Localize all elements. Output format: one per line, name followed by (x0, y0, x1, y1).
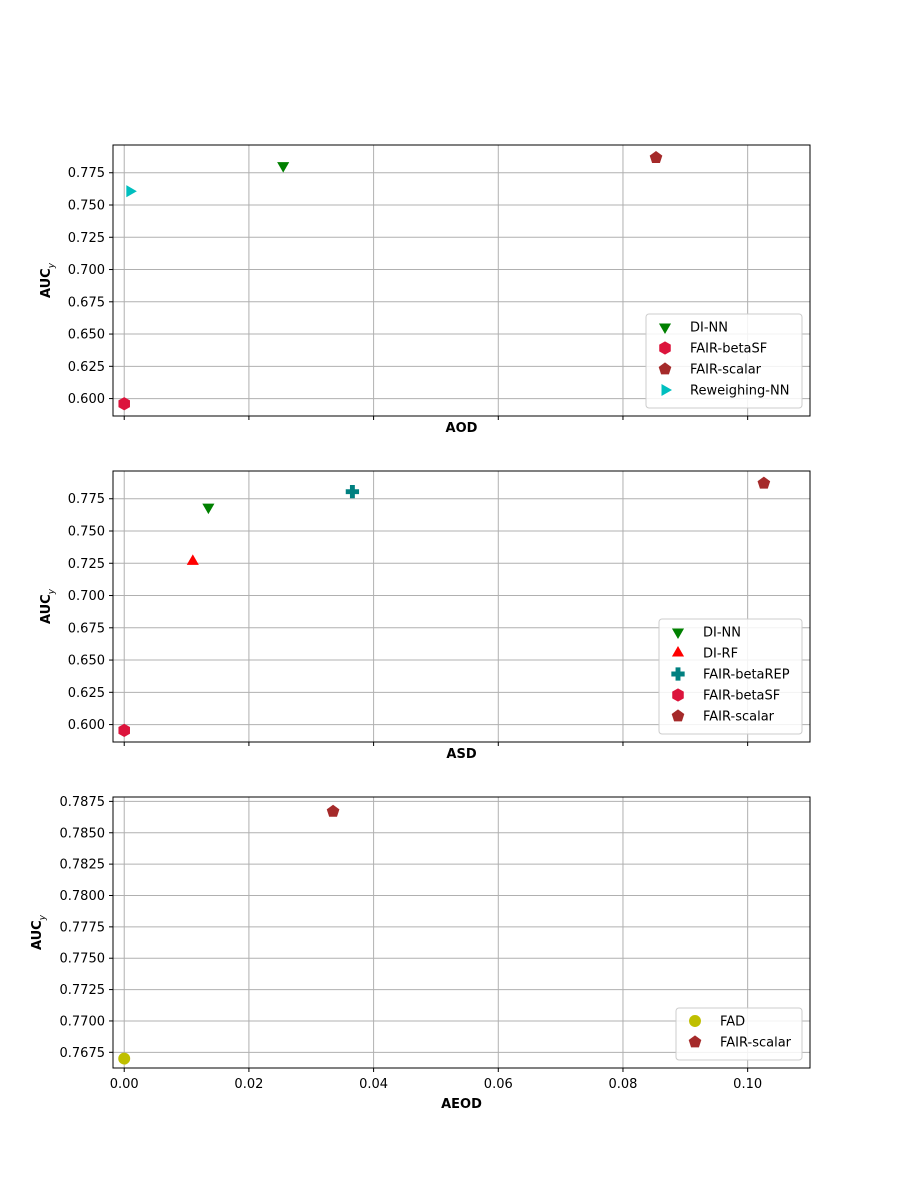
legend-marker (688, 1035, 702, 1048)
legend-box (658, 618, 803, 735)
x-tick-label: 0.08 (608, 1077, 637, 1092)
legend-label: FAIR-betaSF (703, 689, 780, 704)
axes-frame (112, 144, 811, 417)
y-tick-label: 0.7875 (60, 795, 106, 810)
y-tick-label: 0.650 (68, 654, 105, 669)
legend-label: FAIR-betaSF (690, 342, 767, 357)
legend-label: FAIR-betaREP (703, 668, 790, 683)
y-tick-label: 0.775 (68, 492, 105, 507)
x-tick-label: 0.02 (234, 1077, 263, 1092)
x-axis-label: AEOD (441, 1097, 482, 1112)
legend-marker (671, 667, 685, 681)
y-tick-label: 0.750 (68, 199, 105, 214)
y-axis-label: AUCy (39, 262, 57, 298)
legend-box (675, 1007, 803, 1061)
legend-marker (671, 646, 685, 657)
y-tick-label: 0.600 (68, 718, 105, 733)
y-tick-label: 0.775 (68, 166, 105, 181)
legend-marker (671, 709, 685, 722)
y-axis-label: AUCy (39, 588, 57, 624)
y-tick-label: 0.675 (68, 621, 105, 636)
data-point-fad (118, 1052, 131, 1065)
legend-label: FAIR-scalar (703, 710, 775, 725)
y-tick-label: 0.725 (68, 557, 105, 572)
x-tick-label: 0.06 (484, 1077, 513, 1092)
x-axis-label: AOD (446, 421, 478, 436)
data-point-fair-betasf (118, 397, 130, 411)
legend-box (645, 313, 803, 409)
y-tick-label: 0.7850 (60, 826, 106, 841)
data-point-reweighing-nn (126, 185, 137, 198)
legend-label: Reweighing-NN (690, 384, 789, 399)
legend-marker (661, 383, 672, 397)
legend-marker (659, 341, 671, 355)
y-tick-label: 0.7700 (60, 1014, 106, 1029)
legend-marker (658, 362, 672, 375)
legend-marker (672, 688, 684, 702)
subplot-2: 0.600 0.625 0.650 0.675 0.700 0.725 0.750 0.775… (39, 470, 811, 762)
legend-label: DI-NN (690, 321, 728, 336)
legend-label: FAD (720, 1015, 745, 1030)
legend-label: FAIR-scalar (690, 363, 762, 378)
y-tick-label: 0.7775 (60, 920, 106, 935)
x-tick-label: 0.10 (733, 1077, 762, 1092)
y-tick-label: 0.700 (68, 589, 105, 604)
legend-marker (658, 323, 672, 334)
data-point-di-rf (186, 554, 199, 565)
y-tick-label: 0.7800 (60, 889, 106, 904)
y-tick-label: 0.7725 (60, 983, 106, 998)
legend: FAD FAIR-scalar (675, 1007, 803, 1061)
x-tick-label: 0.00 (110, 1077, 139, 1092)
legend-marker (689, 1015, 701, 1027)
x-tick-label: 0.04 (359, 1077, 388, 1092)
legend: DI-NN FAIR-betaSF FAIR-scalar Reweighing-NN (645, 313, 803, 409)
x-axis-label: ASD (446, 747, 476, 762)
y-tick-label: 0.750 (68, 525, 105, 540)
subplot-1: 0.600 0.625 0.650 0.675 0.700 0.725 0.750 0.775… (39, 144, 811, 436)
data-point-fair-scalar (757, 476, 771, 489)
y-tick-label: 0.625 (68, 360, 105, 375)
y-tick-label: 0.600 (68, 392, 105, 407)
legend-marker (671, 628, 685, 639)
legend-label: DI-NN (703, 626, 741, 641)
data-point-di-nn (202, 503, 215, 515)
data-point-fair-betasf (118, 723, 130, 738)
y-tick-label: 0.725 (68, 231, 105, 246)
data-point-di-nn (277, 162, 290, 173)
legend-label: FAIR-scalar (720, 1036, 792, 1051)
axes-frame (112, 470, 811, 743)
legend-label: DI-RF (703, 647, 738, 662)
data-point-fair-scalar (649, 151, 663, 164)
y-tick-label: 0.7750 (60, 952, 106, 967)
y-tick-label: 0.625 (68, 686, 105, 701)
y-tick-label: 0.650 (68, 328, 105, 343)
y-tick-label: 0.700 (68, 263, 105, 278)
y-tick-label: 0.7825 (60, 858, 106, 873)
axes-frame (112, 796, 811, 1069)
y-axis-label: AUCy (30, 914, 48, 950)
subplot-3: 0.00 0.02 0.04 0.06 0.08 0.10 0.7675 0.7700 0.77… (30, 795, 811, 1112)
y-tick-label: 0.7675 (60, 1046, 106, 1061)
data-point-fair-scalar (326, 804, 340, 817)
legend: DI-NN DI-RF FAIR-betaREP FAIR-betaSF FAIR-sc… (658, 618, 803, 735)
data-point-fair-betarep (345, 484, 360, 499)
y-tick-label: 0.675 (68, 295, 105, 310)
